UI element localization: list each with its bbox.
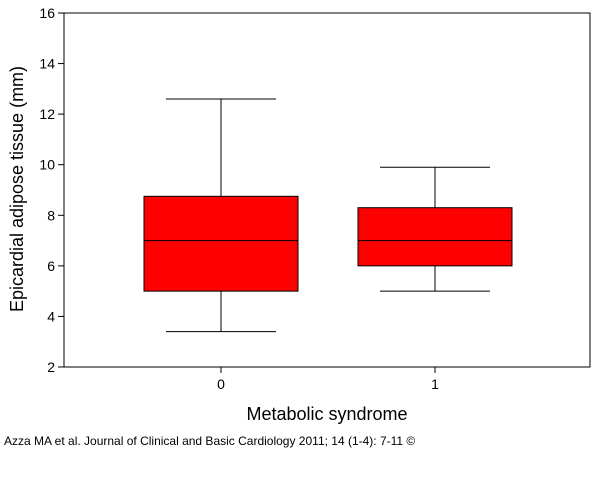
- plot-frame: [63, 12, 591, 368]
- y-tick-label: 6: [47, 258, 55, 274]
- iqr-box: [143, 195, 299, 292]
- boxes: [143, 98, 513, 333]
- y-tick-label: 16: [39, 5, 55, 21]
- iqr-box: [357, 207, 513, 267]
- y-tick-label: 2: [47, 359, 55, 375]
- y-axis: 2 4 6 8 10 12 14 16: [39, 5, 591, 375]
- y-tick-label: 12: [39, 106, 55, 122]
- x-axis-label: Metabolic syndrome: [246, 404, 407, 424]
- source-caption: Azza MA et al. Journal of Clinical and B…: [4, 434, 416, 448]
- y-tick-label: 4: [47, 308, 55, 324]
- y-tick-label: 10: [39, 157, 55, 173]
- box-1: [357, 166, 513, 292]
- box-0: [143, 98, 299, 333]
- x-tick-label: 0: [217, 376, 225, 392]
- y-tick-label: 14: [39, 56, 55, 72]
- y-tick-label: 8: [47, 207, 55, 223]
- x-tick-label: 1: [431, 376, 439, 392]
- y-axis-label: Epicardial adipose tissue (mm): [7, 66, 27, 312]
